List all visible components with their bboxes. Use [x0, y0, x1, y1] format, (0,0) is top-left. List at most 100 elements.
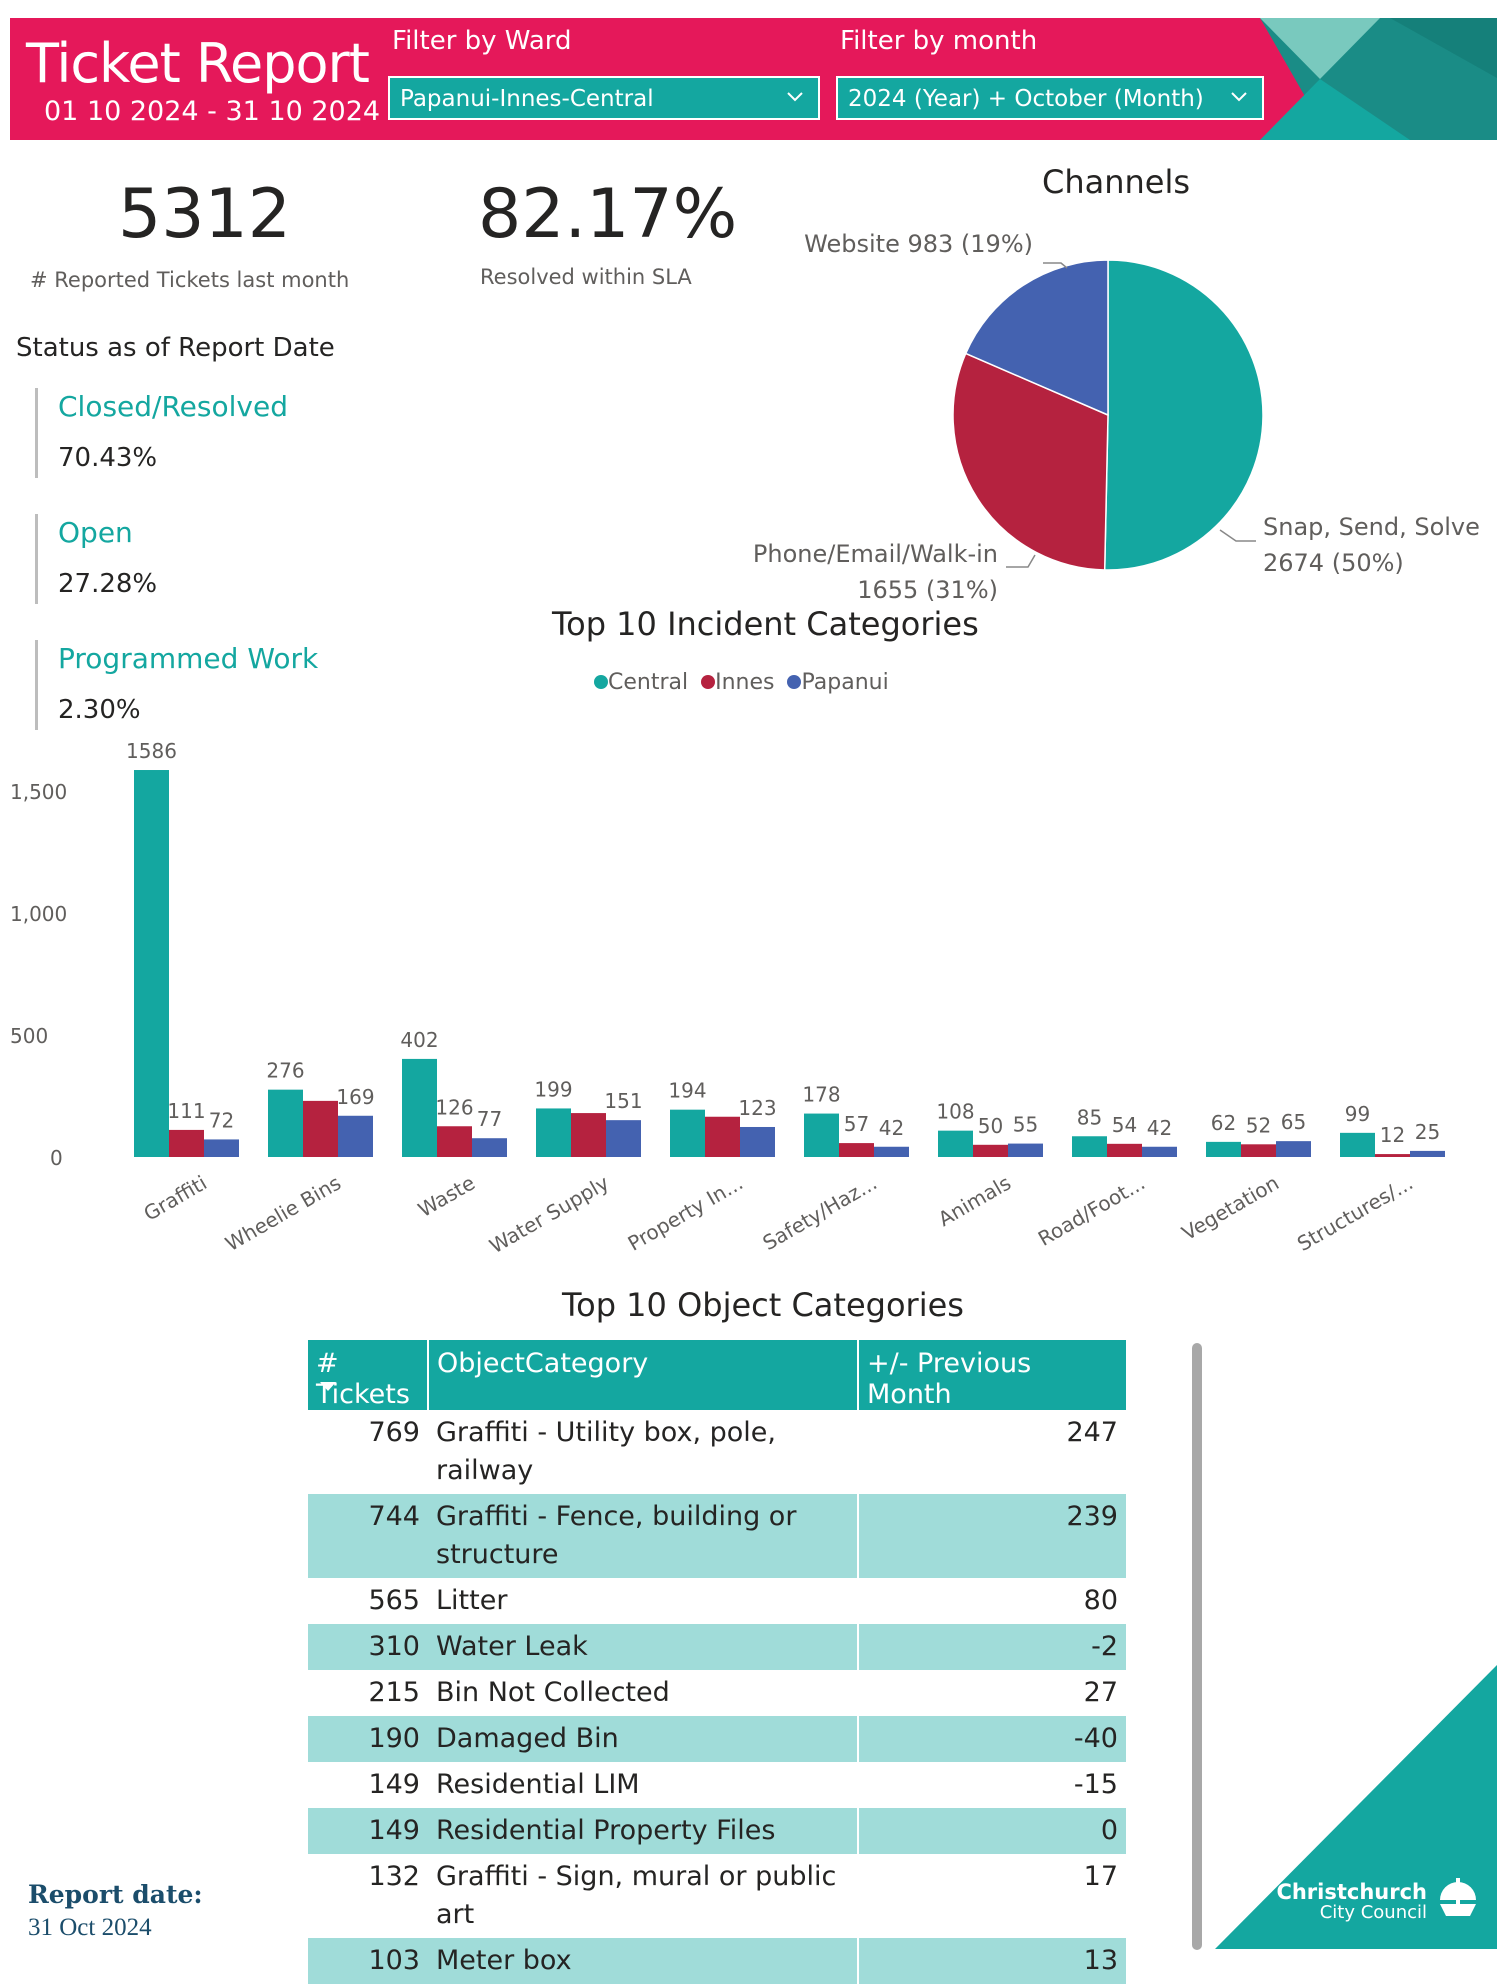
sort-desc-icon	[320, 1382, 336, 1391]
cell-tickets: 190	[308, 1716, 428, 1762]
bar-central[interactable]	[268, 1089, 303, 1157]
data-label: 169	[336, 1085, 374, 1109]
chevron-down-icon	[787, 92, 803, 102]
bar-innes[interactable]	[973, 1144, 1008, 1157]
incident-bar-chart: 0 500 1,000 1,500 1586 111 72 Graffiti 276 169 Whe…	[10, 739, 1445, 1258]
col-header-category[interactable]: ObjectCategory	[427, 1340, 858, 1410]
table-row[interactable]: 310 Water Leak -2	[308, 1624, 1126, 1670]
table-row[interactable]: 132 Graffiti - Sign, mural or public art 1…	[308, 1854, 1126, 1938]
table-row[interactable]: 215 Bin Not Collected 27	[308, 1670, 1126, 1716]
bar-central[interactable]	[536, 1108, 571, 1157]
table-row[interactable]: 565 Litter 80	[308, 1578, 1126, 1624]
table-row[interactable]: 149 Residential Property Files 0	[308, 1808, 1126, 1854]
cell-category: Graffiti - Sign, mural or public art	[436, 1861, 837, 1930]
data-label: 123	[738, 1096, 776, 1120]
status-closed-label: Closed/Resolved	[58, 390, 288, 423]
data-label: 77	[477, 1107, 502, 1131]
table-row[interactable]: 103 Meter box 13	[308, 1938, 1126, 1984]
status-programmed-value: 2.30%	[58, 695, 141, 725]
y-tick-label: 1,500	[10, 780, 67, 804]
bar-central[interactable]	[938, 1130, 973, 1157]
cell-change: 239	[857, 1494, 1126, 1578]
cell-tickets: 310	[308, 1624, 428, 1670]
cell-change: -2	[857, 1624, 1126, 1670]
month-filter-dropdown[interactable]: 2024 (Year) + October (Month)	[836, 76, 1264, 120]
x-tick-label: Property In...	[624, 1171, 747, 1256]
bar-central[interactable]	[1072, 1136, 1107, 1157]
bar-innes[interactable]	[303, 1100, 338, 1157]
bar-innes[interactable]	[1107, 1143, 1142, 1157]
report-title: Ticket Report	[26, 32, 370, 95]
bar-innes[interactable]	[1375, 1154, 1410, 1157]
data-label: 108	[936, 1100, 974, 1124]
bar-innes[interactable]	[705, 1116, 740, 1157]
legend-marker-central	[594, 675, 608, 689]
header-banner: Ticket Report 01 10 2024 - 31 10 2024 Fi…	[10, 18, 1497, 140]
report-date-range: 01 10 2024 - 31 10 2024	[44, 96, 381, 127]
data-label: 194	[668, 1079, 706, 1103]
bar-central[interactable]	[1340, 1132, 1375, 1157]
reported-tickets-value: 5312	[118, 175, 292, 254]
data-label: 126	[435, 1095, 473, 1119]
bar-innes[interactable]	[571, 1113, 606, 1157]
object-table-title: Top 10 Object Categories	[562, 1286, 964, 1324]
cell-tickets: 149	[368, 1769, 420, 1800]
x-tick-label: Wheelie Bins	[221, 1171, 345, 1256]
bar-papanui[interactable]	[1276, 1141, 1311, 1157]
bar-papanui[interactable]	[472, 1138, 507, 1157]
bar-papanui[interactable]	[204, 1139, 239, 1157]
legend-label-innes: Innes	[715, 670, 775, 695]
x-tick-label: Waste	[414, 1171, 479, 1222]
data-label: 99	[1345, 1102, 1370, 1126]
y-tick-label: 0	[50, 1146, 63, 1170]
data-label: 199	[534, 1077, 572, 1101]
bar-legend: Central Innes Papanui	[594, 670, 889, 695]
bar-central[interactable]	[804, 1113, 839, 1157]
council-logo-corner: Christchurch City Council	[1215, 1665, 1497, 1949]
bar-papanui[interactable]	[338, 1115, 373, 1157]
cell-tickets: 769	[368, 1417, 420, 1448]
bar-papanui[interactable]	[874, 1146, 909, 1157]
data-label: 55	[1013, 1113, 1038, 1137]
x-tick-label: Graffiti	[139, 1171, 211, 1226]
ward-filter-label: Filter by Ward	[392, 26, 572, 56]
pie-slice-website[interactable]	[964, 259, 1109, 417]
table-row[interactable]: 149 Residential LIM -15	[308, 1762, 1126, 1808]
pie-slice-phone-email-walk-in[interactable]	[952, 352, 1109, 571]
bar-innes[interactable]	[437, 1126, 472, 1157]
bar-papanui[interactable]	[1008, 1143, 1043, 1157]
col-header-tickets[interactable]: # Tickets	[308, 1340, 428, 1410]
pie-slice-snap-send-solve[interactable]	[1103, 259, 1264, 571]
bar-innes[interactable]	[169, 1129, 204, 1157]
cell-category: Meter box	[428, 1938, 858, 1984]
bar-central[interactable]	[670, 1109, 705, 1157]
x-tick-label: Vegetation	[1178, 1171, 1283, 1246]
council-emblem-icon	[1440, 1878, 1476, 1916]
x-tick-label: Safety/Haz...	[759, 1171, 881, 1256]
bar-innes[interactable]	[839, 1143, 874, 1157]
bar-papanui[interactable]	[1410, 1150, 1445, 1157]
table-row[interactable]: 769 Graffiti - Utility box, pole, railway…	[308, 1410, 1126, 1494]
bar-central[interactable]	[134, 770, 169, 1157]
cell-tickets: 103	[308, 1938, 428, 1984]
bar-papanui[interactable]	[1142, 1146, 1177, 1157]
col-header-change[interactable]: +/- Previous Month	[857, 1340, 1126, 1410]
table-row[interactable]: 190 Damaged Bin -40	[308, 1716, 1126, 1762]
cell-category: Bin Not Collected	[436, 1677, 670, 1708]
bar-papanui[interactable]	[606, 1120, 641, 1157]
data-label: 57	[844, 1112, 869, 1136]
cell-tickets: 132	[368, 1861, 420, 1892]
data-label: 62	[1211, 1111, 1236, 1135]
table-row[interactable]: 744 Graffiti - Fence, building or structu…	[308, 1494, 1126, 1578]
ward-filter-dropdown[interactable]: Papanui-Innes-Central	[388, 76, 820, 120]
x-tick-label: Water Supply	[485, 1170, 613, 1258]
bar-innes[interactable]	[1241, 1144, 1276, 1157]
table-scrollbar[interactable]	[1192, 1343, 1202, 1950]
bar-central[interactable]	[402, 1058, 437, 1157]
pie-label-phone-name: Phone/Email/Walk-in	[753, 540, 998, 568]
bar-central[interactable]	[1206, 1141, 1241, 1157]
bar-papanui[interactable]	[740, 1126, 775, 1157]
cell-change: 0	[857, 1808, 1126, 1854]
y-tick-label: 500	[10, 1024, 48, 1048]
data-label: 151	[604, 1089, 642, 1113]
